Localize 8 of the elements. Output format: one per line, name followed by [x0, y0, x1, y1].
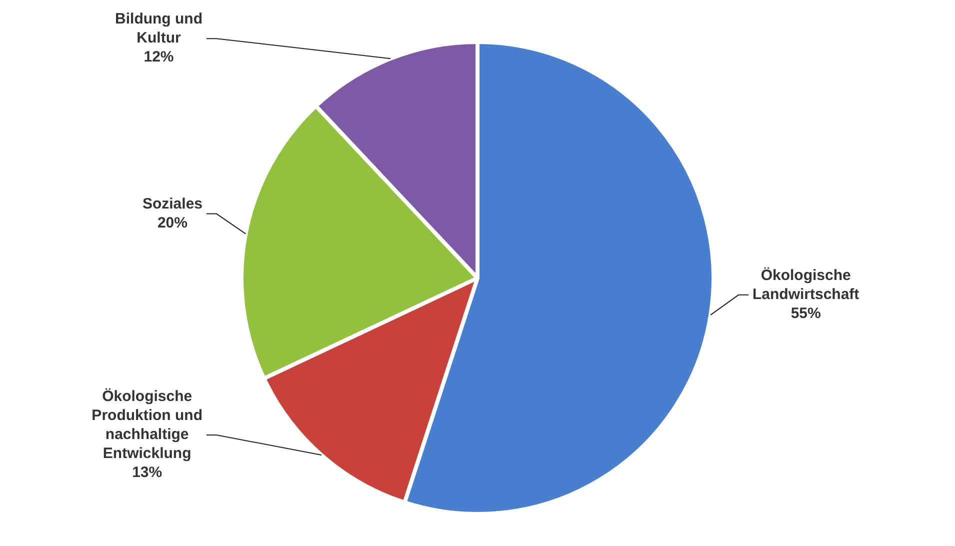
slice-label: Ökologische Landwirtschaft — [752, 267, 860, 304]
data-label: 20% — [157, 214, 188, 232]
slice-label: Bildung und Kultur — [115, 10, 203, 47]
slice-label: Ökologische Produktion und nachhaltige Entwicklung — [92, 388, 203, 462]
data-label: 12% — [144, 48, 174, 66]
slice-label: Soziales — [142, 195, 202, 212]
data-label: 13% — [132, 464, 162, 482]
data-label: 55% — [790, 305, 821, 322]
